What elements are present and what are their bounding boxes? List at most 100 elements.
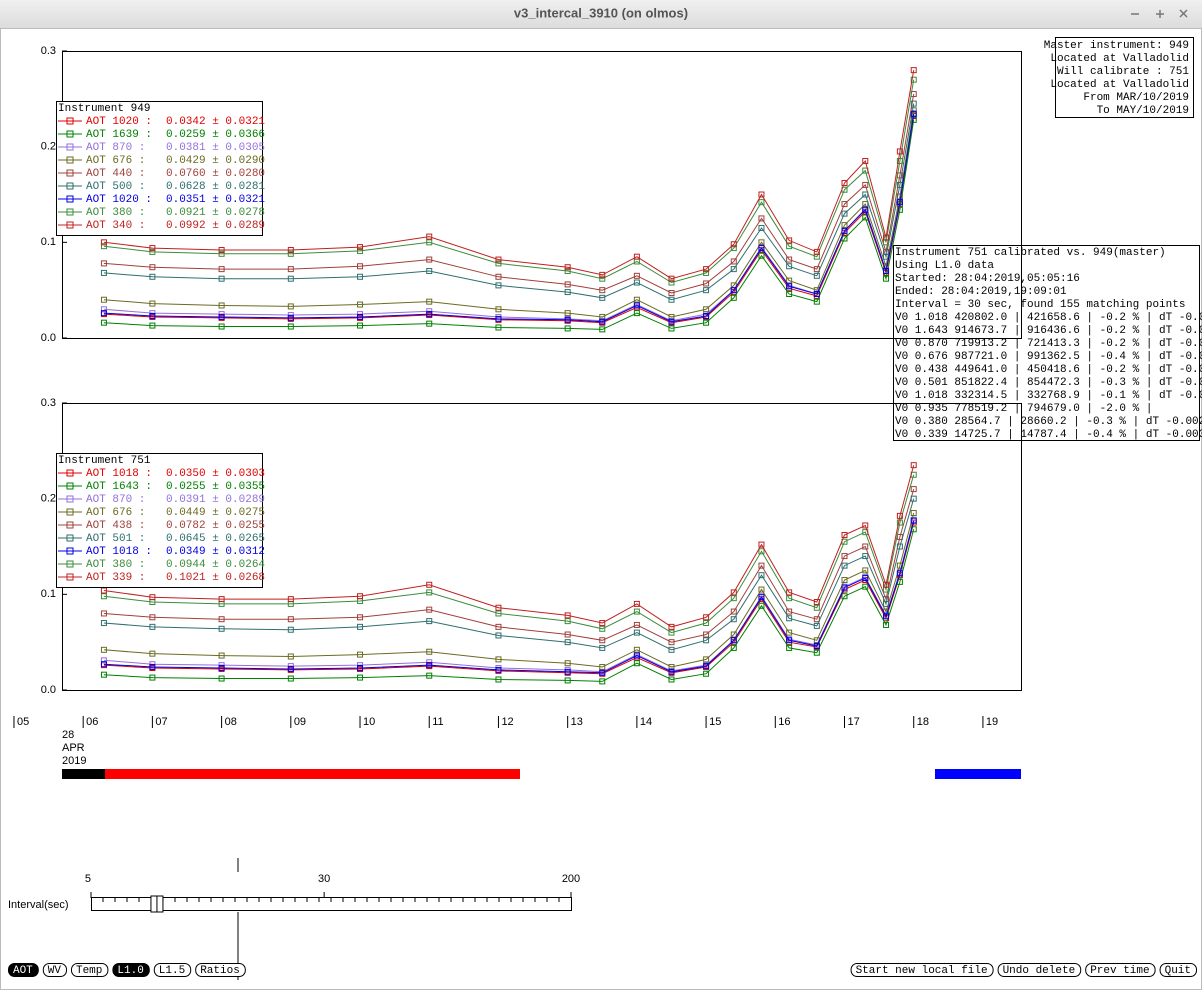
series-line xyxy=(103,488,915,643)
point-marker xyxy=(841,210,848,217)
legend-stat: 0.0645 ± 0.0265 xyxy=(166,533,265,545)
button[interactable] xyxy=(71,963,109,977)
info-line: V0 0.501 851822.4 | 854472.3 | -0.3 % | … xyxy=(895,377,1202,389)
point-marker xyxy=(100,661,107,668)
button-label[interactable]: AOT xyxy=(13,965,33,977)
button-label[interactable]: Quit xyxy=(1165,965,1191,977)
point-marker xyxy=(758,562,765,569)
time-tick-label: 05 xyxy=(17,716,29,728)
legend-marker xyxy=(66,117,74,125)
point-marker xyxy=(841,235,848,242)
button-label[interactable]: Ratios xyxy=(200,965,240,977)
point-marker xyxy=(564,660,571,667)
point-marker xyxy=(426,581,433,588)
point-marker xyxy=(100,243,107,250)
button-label[interactable]: L1.0 xyxy=(117,965,143,977)
point-marker xyxy=(149,245,156,252)
point-marker xyxy=(730,616,737,623)
point-marker xyxy=(841,532,848,539)
point-marker xyxy=(633,310,640,317)
y-tick-label: 0.3 xyxy=(41,45,56,57)
point-marker xyxy=(862,181,869,188)
info-line: Using L1.0 data xyxy=(895,260,994,272)
point-marker xyxy=(426,256,433,263)
point-marker xyxy=(100,671,107,678)
point-marker xyxy=(100,646,107,653)
legend-label: AOT 1020 : xyxy=(86,116,152,128)
legend-stat: 0.0628 ± 0.0281 xyxy=(166,181,265,193)
button[interactable] xyxy=(112,963,150,977)
point-marker xyxy=(564,677,571,684)
point-marker xyxy=(910,486,917,493)
point-marker xyxy=(862,543,869,550)
point-marker xyxy=(786,243,793,250)
legend-label: AOT 340 : xyxy=(86,220,145,232)
point-marker xyxy=(633,296,640,303)
button[interactable] xyxy=(997,963,1082,977)
button[interactable] xyxy=(153,963,192,977)
legend-label: AOT 676 : xyxy=(86,507,145,519)
button[interactable] xyxy=(850,963,994,977)
legend-label: AOT 1018 : xyxy=(86,468,152,480)
point-marker xyxy=(841,222,848,229)
point-marker xyxy=(149,248,156,255)
button-label[interactable]: Temp xyxy=(76,965,102,977)
point-marker xyxy=(910,100,917,107)
series-line xyxy=(103,474,915,634)
legend-marker xyxy=(66,143,74,151)
point-marker xyxy=(426,672,433,679)
point-marker xyxy=(703,631,710,638)
legend-label: AOT 870 : xyxy=(86,142,145,154)
button-label[interactable]: L1.5 xyxy=(159,965,185,977)
point-marker xyxy=(633,302,640,309)
point-marker xyxy=(883,275,890,282)
button[interactable] xyxy=(195,963,246,977)
point-marker xyxy=(910,67,917,74)
legend-marker xyxy=(66,495,74,503)
legend-stat: 0.0429 ± 0.0290 xyxy=(166,155,265,167)
button-label[interactable]: WV xyxy=(48,965,62,977)
legend-stat: 0.0349 ± 0.0312 xyxy=(166,546,265,558)
point-marker xyxy=(862,206,869,213)
point-marker xyxy=(357,664,364,671)
point-marker xyxy=(149,594,156,601)
info-panel xyxy=(893,245,1200,441)
button[interactable] xyxy=(8,963,39,977)
point-marker xyxy=(862,583,869,590)
legend-stat: 0.0921 ± 0.0278 xyxy=(166,207,265,219)
point-marker xyxy=(758,572,765,579)
point-marker xyxy=(287,323,294,330)
point-marker xyxy=(287,275,294,282)
point-marker xyxy=(564,264,571,271)
window-controls[interactable] xyxy=(1131,9,1188,18)
point-marker xyxy=(730,595,737,602)
legend-label: AOT 870 : xyxy=(86,494,145,506)
info-line: V0 0.380 28564.7 | 28660.2 | -0.3 % | dT… xyxy=(895,416,1202,428)
button[interactable] xyxy=(42,963,67,977)
legend-label: AOT 380 : xyxy=(86,559,145,571)
point-marker xyxy=(896,199,903,206)
series-line xyxy=(103,465,915,628)
button[interactable] xyxy=(1159,963,1197,977)
point-marker xyxy=(633,608,640,615)
legend-stat: 0.1021 ± 0.0268 xyxy=(166,572,265,584)
button-label[interactable]: Undo delete xyxy=(1003,965,1076,977)
button-label[interactable]: Prev time xyxy=(1090,965,1149,977)
point-marker xyxy=(703,306,710,313)
point-marker xyxy=(862,575,869,582)
button-label[interactable]: Start new local file xyxy=(856,965,988,977)
point-marker xyxy=(149,312,156,319)
point-marker xyxy=(813,287,820,294)
point-marker xyxy=(896,570,903,577)
y-tick-label: 0.2 xyxy=(41,141,56,153)
point-marker xyxy=(703,312,710,319)
point-marker xyxy=(287,616,294,623)
point-marker xyxy=(564,281,571,288)
point-marker xyxy=(786,263,793,270)
point-marker xyxy=(495,623,502,630)
point-marker xyxy=(287,665,294,672)
point-marker xyxy=(813,298,820,305)
button[interactable] xyxy=(1085,963,1156,977)
point-marker xyxy=(633,629,640,636)
point-marker xyxy=(668,676,675,683)
